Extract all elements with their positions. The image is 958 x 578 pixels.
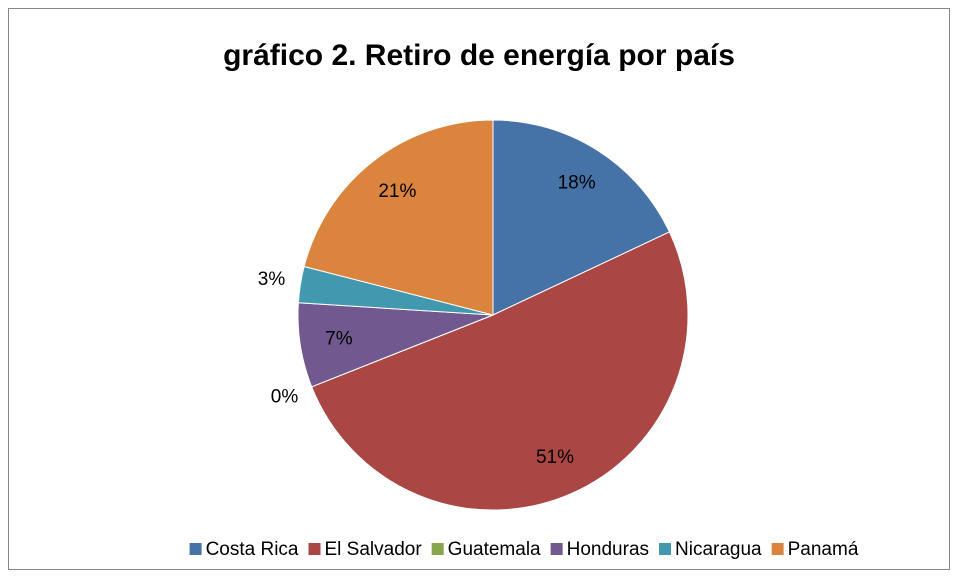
data-label: 21%: [378, 181, 416, 202]
legend-swatch: [659, 543, 672, 555]
data-label: 18%: [558, 172, 596, 193]
legend-label: Nicaragua: [675, 539, 762, 560]
legend-swatch: [550, 543, 563, 555]
legend-swatch: [308, 543, 321, 555]
legend-swatch: [189, 543, 202, 555]
legend-label: Panamá: [788, 539, 859, 560]
legend-label: Honduras: [567, 539, 649, 560]
data-label: 0%: [271, 387, 299, 408]
data-label: 3%: [258, 269, 286, 290]
data-label: 7%: [325, 328, 353, 349]
legend-label: El Salvador: [325, 539, 423, 560]
pie-slice: [492, 119, 671, 316]
legend-label: Guatemala: [448, 539, 541, 560]
pie-slice: [303, 119, 494, 316]
chart-title: gráfico 2. Retiro de energía por país: [223, 39, 735, 72]
legend-swatch: [431, 543, 444, 555]
pie-slice: [311, 231, 689, 511]
data-label: 51%: [536, 447, 574, 468]
legend-swatch: [771, 543, 784, 555]
legend-label: Costa Rica: [206, 539, 299, 560]
